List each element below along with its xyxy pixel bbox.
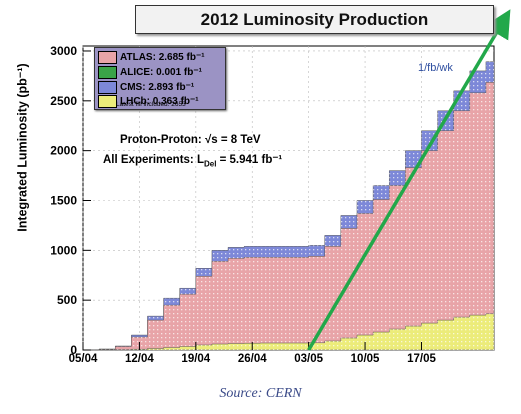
- legend-swatch-lhcb: [98, 95, 117, 108]
- series-texture-lhcb: [83, 313, 494, 350]
- legend-label-lhcb: LHCb: 0.363 fb⁻¹: [120, 96, 199, 107]
- trend-rate-label: 1/fb/wk: [418, 62, 453, 74]
- y-tick-label: 1000: [50, 243, 77, 257]
- legend-swatch-cms: [98, 81, 117, 94]
- y-tick-label: 2500: [50, 94, 77, 108]
- chart-title: 2012 Luminosity Production: [135, 5, 494, 34]
- legend-swatch-alice: [98, 66, 117, 79]
- annotation-energy: Proton-Proton: √s = 8 TeV: [120, 134, 261, 146]
- y-tick-label: 500: [57, 293, 77, 307]
- legend-item-lhcb: LHCb: 0.363 fb⁻¹: [98, 95, 199, 108]
- annotation-delivered-text: All Experiments: L: [103, 154, 204, 166]
- legend-note: Latest fill included: 2653: [116, 101, 186, 108]
- x-tick-label: 12/04: [125, 353, 154, 365]
- legend-label-atlas: ATLAS: 2.685 fb⁻¹: [120, 52, 205, 63]
- annotation-delivered-value: = 5.941 fb⁻¹: [216, 154, 283, 166]
- legend-swatch-atlas: [98, 51, 117, 64]
- y-tick-label: 3000: [50, 44, 77, 58]
- y-axis-label-wrap: Integrated Luminosity (pb⁻¹): [14, 63, 30, 231]
- source-caption: Source: CERN: [219, 386, 302, 401]
- x-tick-label: 19/04: [181, 353, 210, 365]
- y-tick-label: 2000: [50, 144, 77, 158]
- x-tick-label: 03/05: [294, 353, 323, 365]
- x-tick-label: 10/05: [351, 353, 380, 365]
- y-tick-label: 1500: [50, 193, 77, 207]
- legend-item-alice: ALICE: 0.001 fb⁻¹: [98, 66, 202, 79]
- axes: 0 500 1000 1500 2000 2500 3000 05/04 12/04 19/04 2…: [50, 44, 436, 365]
- legend-item-atlas: ATLAS: 2.685 fb⁻¹: [98, 51, 205, 64]
- series-texture-atlas: [83, 82, 494, 351]
- x-tick-label: 26/04: [238, 353, 267, 365]
- y-axis-label: Integrated Luminosity (pb⁻¹): [15, 63, 30, 232]
- x-tick-label: 17/05: [407, 353, 436, 365]
- legend-item-cms: CMS: 2.893 fb⁻¹: [98, 81, 194, 94]
- trend-line-layer: [307, 9, 511, 351]
- legend-label-cms: CMS: 2.893 fb⁻¹: [120, 82, 195, 93]
- y-tick-label: 0: [70, 343, 77, 357]
- legend: ATLAS: 2.685 fb⁻¹ ALICE: 0.001 fb⁻¹ CMS:…: [94, 47, 226, 110]
- annotation-delivered: All Experiments: LDel = 5.941 fb⁻¹: [103, 152, 282, 168]
- annotation-delivered-sub: Del: [203, 159, 217, 169]
- legend-label-alice: ALICE: 0.001 fb⁻¹: [120, 67, 202, 78]
- x-tick-label: 05/04: [69, 353, 98, 365]
- trend-arrow: [307, 9, 511, 351]
